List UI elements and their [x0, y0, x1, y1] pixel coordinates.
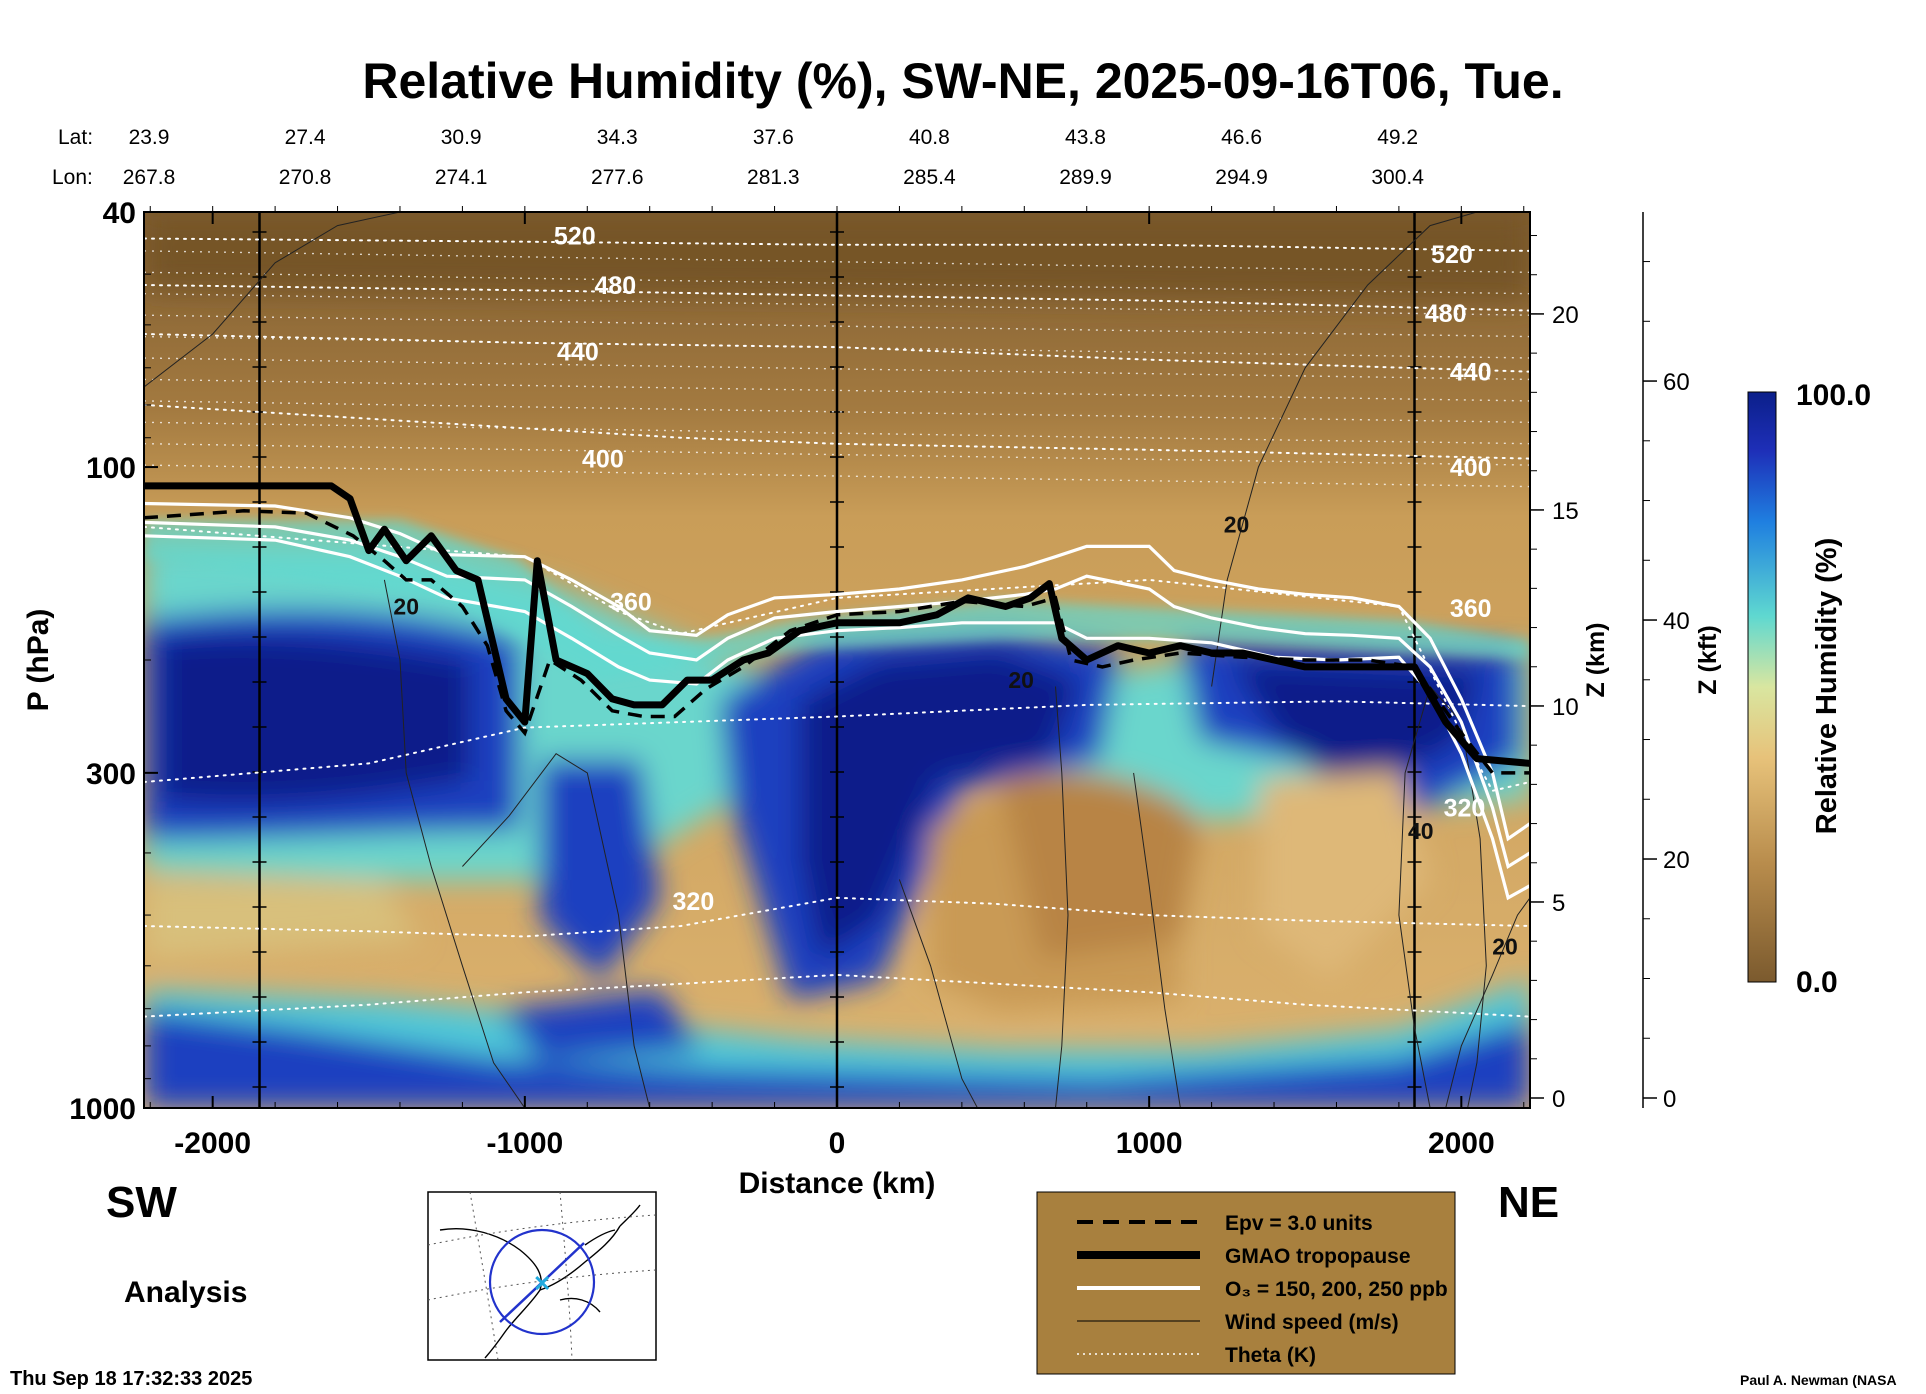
- z-km-tick-label: 20: [1552, 302, 1579, 329]
- contour-overlays: 520 520 480 480 440 440 400 400 360 360 320 320 20 20…: [144, 212, 1530, 1108]
- theta-label: 480: [595, 272, 637, 300]
- lon-value: 294.9: [1215, 166, 1268, 189]
- z-kft-tick-label: 20: [1663, 847, 1690, 874]
- colorbar-min-label: 0.0: [1796, 966, 1838, 999]
- lon-value: 277.6: [590, 166, 644, 189]
- x-tick-label: -2000: [174, 1127, 251, 1160]
- theta-label: 400: [582, 446, 624, 474]
- theta-contour: [144, 525, 1530, 792]
- lat-value: 27.4: [284, 126, 326, 149]
- height-axes: 0 5 10 15 20 0 20 40 60: [1529, 212, 1690, 1113]
- inset-map: ✕: [427, 1191, 657, 1361]
- z-kft-tick-label: 40: [1663, 608, 1690, 635]
- lat-value: 49.2: [1377, 126, 1419, 149]
- wind-speed-contour: [383, 579, 526, 1108]
- author-credit: Paul A. Newman (NASA: [1740, 1372, 1897, 1388]
- tropopause-line: [144, 482, 1530, 767]
- legend-label: Theta (K): [1225, 1344, 1316, 1367]
- lat-label: Lat:: [58, 126, 94, 149]
- ozone-contour: [144, 501, 1530, 842]
- legend-label: O₃ = 150, 200, 250 ppb: [1225, 1278, 1448, 1301]
- axes: -2000 -1000 0 1000 2000 40 100 300 1000: [69, 197, 1525, 1160]
- lat-value: 34.3: [596, 126, 638, 149]
- chart-title: Relative Humidity (%), SW-NE, 2025-09-16…: [362, 53, 1564, 109]
- lon-label: Lon:: [52, 166, 93, 189]
- lon-value: 270.8: [278, 166, 332, 189]
- z-kft-tick-label: 60: [1663, 369, 1690, 396]
- y-tick-label: 40: [103, 197, 136, 230]
- theta-label: 360: [610, 588, 652, 616]
- lon-value: 285.4: [903, 166, 956, 189]
- legend: Epv = 3.0 units GMAO tropopause O₃ = 150, …: [1036, 1191, 1456, 1375]
- svg-text:✕: ✕: [533, 1271, 551, 1296]
- z-km-tick-label: 5: [1552, 890, 1565, 917]
- z-kft-tick-label: 0: [1663, 1086, 1676, 1113]
- x-axis-label: Distance (km): [739, 1167, 936, 1200]
- x-tick-label: 0: [829, 1127, 846, 1160]
- lon-value: 300.4: [1371, 166, 1424, 189]
- y-tick-label: 1000: [69, 1093, 136, 1126]
- wind-speed-contour: [1398, 685, 1487, 1108]
- sw-label: SW: [106, 1178, 177, 1227]
- timestamp: Thu Sep 18 17:32:33 2025: [10, 1368, 253, 1390]
- theta-label: 440: [557, 338, 599, 366]
- x-tick-label: -1000: [486, 1127, 563, 1160]
- lat-value: 23.9: [128, 126, 170, 149]
- lat-value: 37.6: [752, 126, 794, 149]
- z-km-tick-label: 10: [1552, 694, 1579, 721]
- colorbar-gradient: [1747, 391, 1777, 983]
- lon-value: 267.8: [122, 166, 176, 189]
- wind-speed-label: 20: [393, 593, 419, 619]
- ne-label: NE: [1498, 1178, 1560, 1227]
- z-km-label: Z (km): [1582, 623, 1610, 698]
- colorbar: 100.0 0.0 Relative Humidity (%): [1747, 379, 1871, 999]
- lon-value: 281.3: [747, 166, 800, 189]
- colorbar-max-label: 100.0: [1796, 379, 1871, 412]
- z-kft-label: Z (kft): [1694, 625, 1722, 694]
- theta-label: 320: [1444, 795, 1486, 823]
- lon-value: 289.9: [1059, 166, 1112, 189]
- lat-value: 40.8: [908, 126, 950, 149]
- theta-label: 360: [1450, 595, 1492, 623]
- theta-label: 520: [554, 222, 596, 250]
- wind-speed-label: 20: [1008, 667, 1034, 693]
- wind-speed-contour: [1133, 772, 1181, 1108]
- y-tick-label: 100: [86, 452, 136, 485]
- y-axis-label: P (hPa): [22, 609, 55, 712]
- wind-speed-contour: [462, 753, 651, 1108]
- lat-value: 43.8: [1065, 126, 1106, 149]
- wind-speed-contour: [144, 212, 401, 388]
- z-km-tick-label: 15: [1552, 498, 1579, 525]
- y-tick-label: 300: [86, 758, 136, 791]
- legend-label: Wind speed (m/s): [1225, 1311, 1399, 1334]
- wind-speed-label: 20: [1492, 934, 1518, 960]
- theta-label: 480: [1425, 300, 1467, 328]
- theta-label: 320: [673, 888, 715, 916]
- wind-speed-contour: [1211, 212, 1478, 687]
- theta-contour: [144, 973, 1530, 1018]
- z-km-tick-label: 0: [1552, 1086, 1565, 1113]
- ozone-contour: [144, 520, 1530, 869]
- lat-value: 46.6: [1221, 126, 1262, 149]
- colorbar-label: Relative Humidity (%): [1811, 538, 1843, 835]
- lon-value: 274.1: [434, 166, 488, 189]
- legend-label: GMAO tropopause: [1225, 1245, 1411, 1268]
- theta-label: 440: [1450, 359, 1492, 387]
- wind-speed-label: 40: [1408, 818, 1434, 844]
- theta-contour: [144, 896, 1530, 938]
- x-tick-label: 2000: [1428, 1127, 1495, 1160]
- lat-value: 30.9: [440, 126, 482, 149]
- wind-speed-contour: [898, 879, 978, 1108]
- theta-label: 520: [1431, 241, 1473, 269]
- wind-speed-contour: [1055, 686, 1069, 1108]
- legend-label: Epv = 3.0 units: [1225, 1212, 1373, 1235]
- wind-speed-contour: [1445, 897, 1530, 1108]
- x-tick-label: 1000: [1116, 1127, 1183, 1160]
- theta-label: 400: [1450, 454, 1492, 482]
- wind-speed-label: 20: [1224, 512, 1250, 538]
- analysis-label: Analysis: [124, 1276, 248, 1309]
- theta-contour: [144, 700, 1530, 783]
- theta-contour: [144, 403, 1530, 460]
